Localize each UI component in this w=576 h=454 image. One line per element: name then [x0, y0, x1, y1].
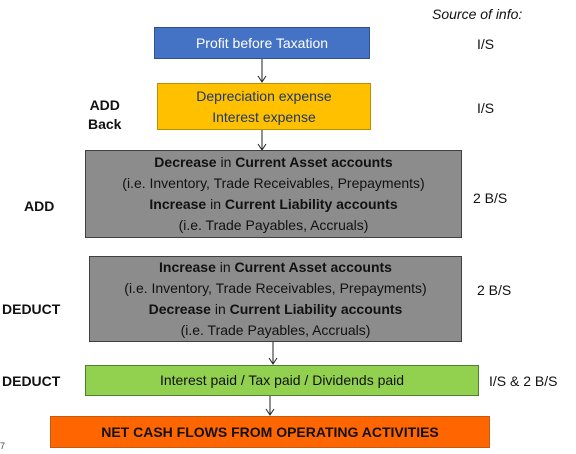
step-3-line-2: Decrease in Current Liability accounts — [149, 299, 403, 320]
step-net-cash-flows: NET CASH FLOWS FROM OPERATING ACTIVITIES — [50, 416, 490, 448]
step-1-label: ADD Back — [88, 96, 121, 134]
step-5-line-0-part-0: NET CASH FLOWS FROM OPERATING ACTIVITIES — [101, 423, 439, 440]
step-1-source: I/S — [477, 100, 495, 116]
flow-arrow-3 — [268, 342, 278, 365]
step-1-line-0: Depreciation expense — [196, 86, 331, 107]
step-3-line-2-part-0: Decrease — [148, 301, 211, 317]
step-2-line-2-part-0: Increase — [149, 196, 207, 212]
step-2-line-2-part-2: Current Liability accounts — [224, 196, 398, 212]
step-2-line-0-part-2: Current Asset accounts — [235, 154, 393, 170]
flow-arrow-2 — [257, 130, 267, 151]
step-1-label-line-1: Back — [88, 116, 122, 132]
step-3-line-0-part-0: Increase — [159, 259, 216, 275]
step-3-line-2-part-1: in — [210, 301, 230, 317]
step-0-line-0: Profit before Taxation — [196, 33, 328, 54]
step-1-line-0-part-0: Depreciation expense — [196, 87, 332, 104]
step-2-line-0: Decrease in Current Asset accounts — [154, 152, 392, 173]
step-3-label: DEDUCT — [2, 301, 61, 317]
step-depreciation-interest: Depreciation expense Interest expense — [157, 83, 371, 130]
step-1-label-line-0: ADD — [89, 97, 120, 113]
step-1-line-1: Interest expense — [212, 107, 316, 128]
step-2-line-1: (i.e. Inventory, Trade Receivables, Prep… — [122, 173, 424, 194]
step-1-line-1-part-0: Interest expense — [212, 108, 316, 125]
step-3-line-2-part-2: Current Liability accounts — [229, 301, 403, 317]
step-2-line-2-part-1: in — [206, 196, 225, 212]
step-profit-before-taxation: Profit before Taxation — [154, 27, 370, 59]
step-4-line-0: Interest paid / Tax paid / Dividends pai… — [160, 370, 404, 391]
step-2-source: 2 B/S — [473, 190, 508, 206]
step-2-line-1-part-0: (i.e. Inventory, Trade Receivables, Prep… — [122, 175, 425, 191]
step-3-line-1-part-0: (i.e. Inventory, Trade Receivables, Prep… — [124, 280, 427, 296]
step-3-line-3: (i.e. Trade Payables, Accruals) — [181, 320, 371, 341]
step-4-line-0-part-0: Interest paid / Tax paid / Dividends pai… — [159, 372, 405, 388]
step-0-source: I/S — [477, 36, 495, 52]
step-3-line-0-part-1: in — [215, 259, 235, 275]
flow-arrow-4 — [265, 396, 275, 416]
step-2-line-3-part-0: (i.e. Trade Payables, Accruals) — [178, 217, 369, 233]
step-4-label: DEDUCT — [2, 373, 61, 389]
step-3-line-3-part-0: (i.e. Trade Payables, Accruals) — [180, 322, 371, 338]
step-0-line-0-part-0: Profit before Taxation — [195, 34, 329, 51]
step-5-line-0: NET CASH FLOWS FROM OPERATING ACTIVITIES — [101, 422, 439, 443]
step-3-line-1: (i.e. Inventory, Trade Receivables, Prep… — [124, 278, 426, 299]
step-interest-tax-dividends: Interest paid / Tax paid / Dividends pai… — [85, 365, 479, 396]
step-2-line-0-part-1: in — [216, 154, 236, 170]
step-4-source: I/S & 2 B/S — [489, 373, 558, 389]
step-2-line-0-part-0: Decrease — [154, 154, 217, 170]
step-2-line-2: Increase in Current Liability accounts — [149, 194, 397, 215]
page-number: 7 — [0, 441, 6, 451]
step-3-source: 2 B/S — [477, 282, 512, 298]
step-3-line-0: Increase in Current Asset accounts — [159, 257, 392, 278]
step-3-line-0-part-2: Current Asset accounts — [234, 259, 392, 275]
step-deduct-working-capital: Increase in Current Asset accounts (i.e.… — [89, 256, 462, 342]
step-2-line-3: (i.e. Trade Payables, Accruals) — [179, 215, 369, 236]
step-add-working-capital: Decrease in Current Asset accounts (i.e.… — [85, 150, 462, 238]
flow-arrow-1 — [257, 59, 267, 83]
source-header: Source of info: — [432, 6, 523, 22]
step-2-label: ADD — [24, 198, 55, 214]
